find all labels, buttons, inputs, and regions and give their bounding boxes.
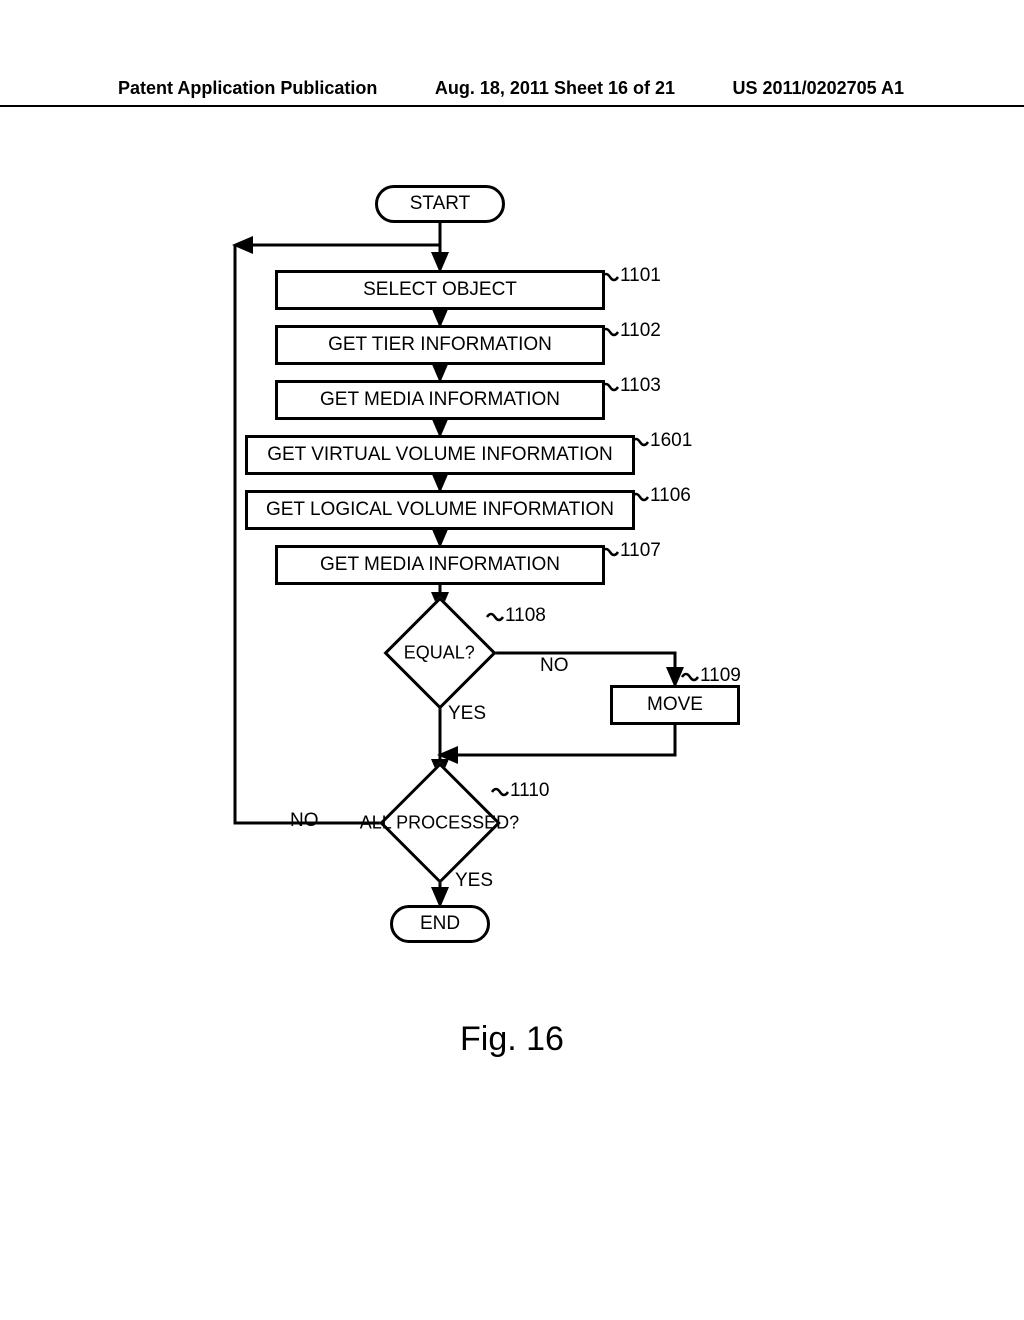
n1109-label: MOVE — [647, 694, 703, 716]
ref-1102: 1102 — [620, 320, 661, 342]
ref-1101: 1101 — [620, 265, 661, 287]
d1108-label: EQUAL? — [404, 642, 475, 663]
ref-1108: 1108 — [505, 605, 546, 627]
process-move: MOVE — [610, 685, 740, 725]
page-header: Patent Application Publication Aug. 18, … — [0, 78, 1024, 107]
header-right: US 2011/0202705 A1 — [733, 78, 1024, 99]
ref-1109: 1109 — [700, 665, 741, 687]
process-get-virtual-volume: GET VIRTUAL VOLUME INFORMATION — [245, 435, 635, 475]
n1103-label: GET MEDIA INFORMATION — [320, 389, 560, 411]
process-get-logical-volume: GET LOGICAL VOLUME INFORMATION — [245, 490, 635, 530]
edge-label-1108-yes: YES — [448, 703, 486, 725]
edge-label-1110-yes: YES — [455, 870, 493, 892]
header-left: Patent Application Publication — [0, 78, 377, 99]
d1110-label: ALL PROCESSED? — [360, 813, 519, 834]
n1107-label: GET MEDIA INFORMATION — [320, 554, 560, 576]
header-mid: Aug. 18, 2011 Sheet 16 of 21 — [435, 78, 675, 99]
n1601-label: GET VIRTUAL VOLUME INFORMATION — [267, 444, 613, 466]
n1106-label: GET LOGICAL VOLUME INFORMATION — [266, 499, 614, 521]
end-label: END — [420, 913, 460, 935]
edge-label-1108-no: NO — [540, 655, 569, 677]
edge-label-1110-no: NO — [290, 810, 319, 832]
process-get-media-info-2: GET MEDIA INFORMATION — [275, 545, 605, 585]
process-get-tier-info: GET TIER INFORMATION — [275, 325, 605, 365]
flowchart: START SELECT OBJECT GET TIER INFORMATION… — [180, 185, 880, 955]
process-select-object: SELECT OBJECT — [275, 270, 605, 310]
n1101-label: SELECT OBJECT — [363, 279, 517, 301]
n1102-label: GET TIER INFORMATION — [328, 334, 552, 356]
figure-caption: Fig. 16 — [0, 1020, 1024, 1059]
ref-1103: 1103 — [620, 375, 661, 397]
process-get-media-info-1: GET MEDIA INFORMATION — [275, 380, 605, 420]
ref-1110: 1110 — [510, 780, 549, 802]
start-label: START — [410, 193, 471, 215]
ref-1107: 1107 — [620, 540, 661, 562]
terminator-end: END — [390, 905, 490, 943]
ref-1106: 1106 — [650, 485, 691, 507]
terminator-start: START — [375, 185, 505, 223]
ref-1601: 1601 — [650, 430, 692, 452]
